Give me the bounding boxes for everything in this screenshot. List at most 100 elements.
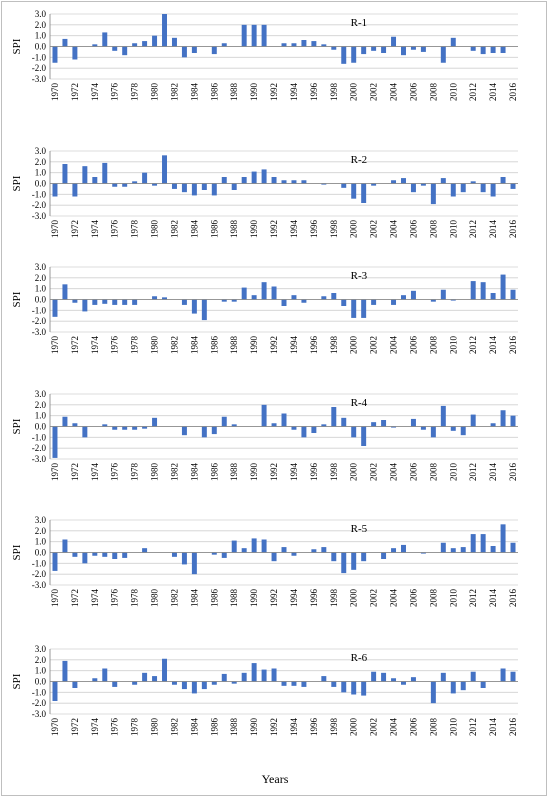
y-tick-label: -1.0 xyxy=(32,558,47,568)
x-tick-label: 1988 xyxy=(229,220,239,239)
x-tick-label: 1974 xyxy=(90,220,100,239)
bar-2013 xyxy=(480,282,486,300)
x-tick-label: 1988 xyxy=(229,83,239,102)
bar-1986 xyxy=(211,681,217,685)
bar-2016 xyxy=(510,415,516,427)
x-tick-label: 2006 xyxy=(408,83,418,102)
bar-2010 xyxy=(450,548,456,553)
x-tick-label: 1998 xyxy=(329,463,339,482)
bar-2005 xyxy=(401,178,406,184)
x-tick-label: 2002 xyxy=(369,589,379,607)
x-tick-label: 1990 xyxy=(249,589,259,608)
bar-1987 xyxy=(221,673,227,682)
bar-1984 xyxy=(191,183,197,196)
bar-1981 xyxy=(162,658,167,682)
bar-1982 xyxy=(171,37,177,47)
x-tick-label: 1986 xyxy=(209,336,219,355)
bar-2012 xyxy=(470,414,476,427)
y-axis-label: SPI xyxy=(11,38,23,54)
y-tick-label: 1.0 xyxy=(35,168,47,178)
y-tick-label: -1.0 xyxy=(32,432,47,442)
bar-1988 xyxy=(231,299,237,302)
x-tick-label: 2000 xyxy=(349,463,359,482)
chart-panel-r-1: 3.02.01.00.0-1.0-2.0-3.0 SPI R-1 1970 1972 19… xyxy=(11,9,518,101)
bar-1972 xyxy=(72,46,78,60)
bar-1991 xyxy=(261,24,267,47)
bar-2012 xyxy=(470,671,476,682)
bar-1987 xyxy=(221,43,227,47)
y-tick-label: -1.0 xyxy=(32,305,47,315)
panel-title: R-1 xyxy=(351,17,368,29)
x-tick-label: 1978 xyxy=(130,336,140,355)
bar-2004 xyxy=(391,299,397,305)
bar-1994 xyxy=(291,681,297,686)
x-tick-label: 2004 xyxy=(389,718,399,737)
bar-2004 xyxy=(391,180,397,184)
bar-1990 xyxy=(251,663,257,682)
x-tick-label: 1970 xyxy=(50,718,60,737)
bar-1976 xyxy=(112,46,118,51)
chart-panel-r-6: 3.02.01.00.0-1.0-2.0-3.0 SPI R-6 1970 1972 19… xyxy=(11,644,518,736)
bar-1989 xyxy=(241,548,247,553)
bar-2007 xyxy=(420,426,426,430)
bar-1990 xyxy=(251,295,257,300)
bar-1994 xyxy=(291,552,297,556)
x-tick-label: 1972 xyxy=(70,220,80,238)
x-tick-label: 1998 xyxy=(329,718,339,737)
bar-1976 xyxy=(112,183,118,187)
x-tick-label: 1992 xyxy=(269,336,279,354)
x-tick-label: 1970 xyxy=(50,336,60,355)
x-tick-label: 1994 xyxy=(289,220,299,239)
x-tick-label: 2000 xyxy=(349,336,359,355)
y-tick-label: 2.0 xyxy=(35,655,47,665)
x-tick-label: 1974 xyxy=(90,589,100,608)
bar-2014 xyxy=(490,546,496,553)
x-tick-label: 2006 xyxy=(408,589,418,608)
bar-2014 xyxy=(490,183,496,197)
panel-title: R-4 xyxy=(351,397,368,409)
bar-1974 xyxy=(92,552,98,556)
bar-1984 xyxy=(191,681,197,694)
x-tick-label: 2014 xyxy=(488,463,498,482)
y-tick-label: 2.0 xyxy=(35,526,47,536)
bar-2010 xyxy=(450,37,456,47)
bar-1975 xyxy=(102,162,108,184)
x-tick-label: 1982 xyxy=(169,463,179,481)
x-tick-label: 1998 xyxy=(329,589,339,608)
bar-2004 xyxy=(391,36,397,47)
x-tick-label: 2004 xyxy=(389,589,399,608)
bar-1994 xyxy=(291,43,297,47)
x-tick-label: 1990 xyxy=(249,718,259,737)
bar-1992 xyxy=(271,552,277,562)
x-tick-label: 1988 xyxy=(229,336,239,355)
x-tick-label: 1970 xyxy=(50,589,60,608)
x-tick-label: 2002 xyxy=(369,718,379,736)
x-tick-label: 2016 xyxy=(508,718,518,737)
bar-2000 xyxy=(351,46,357,63)
y-tick-label: 1.0 xyxy=(35,411,47,421)
y-tick-label: 3.0 xyxy=(35,389,47,399)
bar-1974 xyxy=(92,678,98,682)
x-tick-label: 2016 xyxy=(508,463,518,482)
bar-1993 xyxy=(281,547,287,553)
bar-2008 xyxy=(430,681,436,704)
x-tick-label: 1984 xyxy=(189,220,199,239)
bar-1986 xyxy=(211,46,217,55)
x-tick-label: 2010 xyxy=(448,83,458,102)
bar-2001 xyxy=(361,552,367,562)
x-tick-label: 1978 xyxy=(130,83,140,102)
x-tick-label: 1992 xyxy=(269,718,279,736)
x-tick-label: 1970 xyxy=(50,83,60,102)
bar-2009 xyxy=(440,46,446,63)
x-tick-label: 1986 xyxy=(209,83,219,102)
x-tick-label: 1974 xyxy=(90,336,100,355)
x-tick-label: 1986 xyxy=(209,463,219,482)
bar-1978 xyxy=(132,299,138,305)
x-tick-label: 1982 xyxy=(169,83,179,101)
x-tick-label: 1982 xyxy=(169,589,179,607)
bar-1982 xyxy=(171,183,177,189)
bar-2006 xyxy=(410,677,416,682)
x-tick-label: 2010 xyxy=(448,220,458,239)
x-tick-label: 2014 xyxy=(488,718,498,737)
